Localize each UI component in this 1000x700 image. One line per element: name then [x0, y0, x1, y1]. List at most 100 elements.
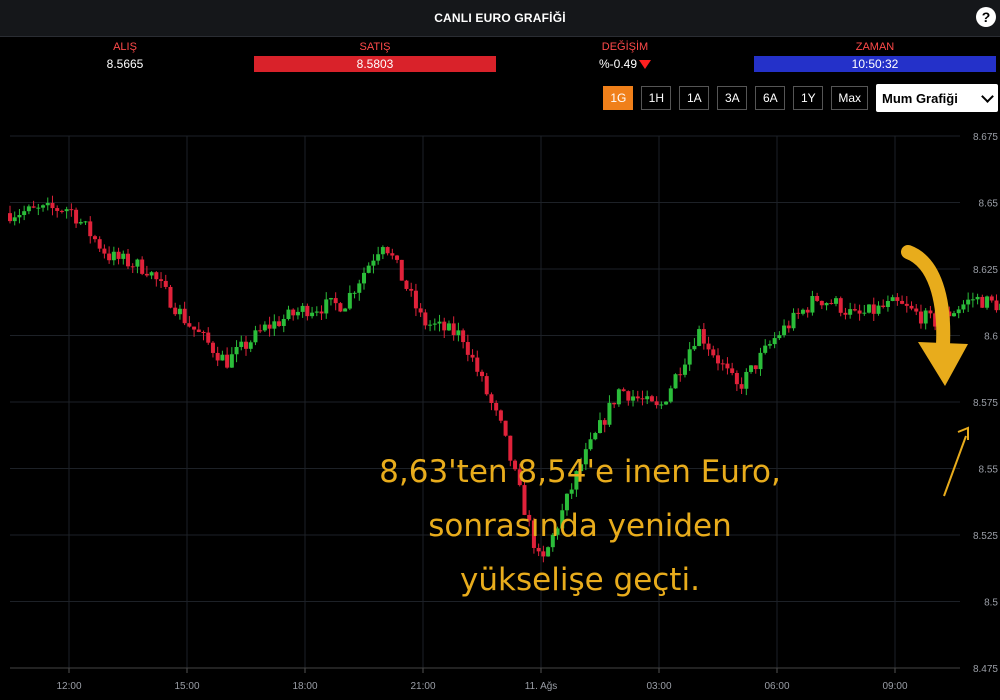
candle-body [720, 363, 725, 365]
candle-body [673, 374, 678, 389]
candle-body [74, 209, 79, 224]
candle-body [177, 308, 182, 315]
candle-body [390, 253, 395, 256]
candle-body [55, 208, 60, 211]
x-tick-label: 11. Ağs [525, 681, 558, 692]
chart-type-select[interactable]: Mum Grafiği [876, 84, 998, 112]
candle-body [933, 313, 938, 327]
candle-body [612, 402, 617, 405]
candle-body [664, 401, 669, 405]
chart-type-value: Mum Grafiği [882, 90, 958, 106]
ask-label: SATIŞ [359, 41, 391, 53]
ask-value: 8.5803 [254, 56, 496, 72]
range-button-1y[interactable]: 1Y [793, 86, 824, 110]
candle-body [418, 308, 423, 313]
candle-body [994, 300, 999, 311]
candle-body [376, 254, 381, 261]
candle-body [767, 344, 772, 346]
candle-body [88, 221, 93, 237]
candle-body [763, 345, 768, 353]
candle-body [645, 396, 650, 400]
candle-body [470, 354, 475, 358]
candle-body [985, 296, 990, 308]
candle-body [475, 357, 480, 372]
range-button-3a[interactable]: 3A [717, 86, 748, 110]
candle-body [201, 331, 206, 333]
candle-body [347, 292, 352, 309]
time-label: ZAMAN [855, 41, 895, 53]
candle-body [409, 288, 414, 291]
candle-body [258, 330, 263, 332]
candle-body [843, 312, 848, 315]
candle-body [262, 324, 267, 331]
candle-body [446, 323, 451, 331]
candle-body [310, 312, 315, 317]
candle-body [461, 330, 466, 343]
candle-body [852, 309, 857, 311]
candle-body [220, 354, 225, 361]
candle-body [602, 420, 607, 425]
bid-stat: ALIŞ 8.5665 [0, 37, 250, 75]
candle-body [26, 206, 31, 212]
candle-body [343, 308, 348, 312]
candle-body [782, 325, 787, 336]
range-button-6a[interactable]: 6A [755, 86, 786, 110]
range-button-1a[interactable]: 1A [679, 86, 710, 110]
candle-body [635, 396, 640, 399]
candle-body [966, 299, 971, 305]
candle-body [17, 215, 22, 218]
candle-body [569, 489, 574, 494]
candle-body [522, 485, 527, 515]
candle-body [31, 206, 36, 208]
candle-body [244, 341, 248, 349]
candle-body [786, 325, 791, 329]
up-arrow-shaft [943, 435, 967, 497]
annotation-line-2: sonrasında yeniden [428, 508, 732, 544]
bid-label: ALIŞ [113, 41, 137, 53]
candle-body [909, 305, 914, 309]
down-arrow-head [918, 342, 968, 386]
candle-body [465, 342, 470, 355]
candle-body [78, 222, 83, 224]
candle-body [45, 202, 50, 206]
candle-body [692, 345, 697, 350]
candle-body [725, 363, 730, 369]
candle-body [168, 286, 173, 308]
candle-body [210, 342, 215, 353]
x-tick-label: 18:00 [292, 681, 317, 692]
annotation-line-1: 8,63'ten 8,54'e inen Euro, [379, 454, 781, 490]
range-button-1g[interactable]: 1G [603, 86, 634, 110]
candle-body [555, 528, 560, 535]
change-value-wrap: %-0.49 [504, 56, 746, 72]
candle-body [187, 323, 192, 327]
candle-body [395, 255, 400, 260]
candle-body [149, 272, 154, 276]
candle-body [116, 251, 121, 259]
candle-body [649, 396, 654, 402]
help-button[interactable]: ? [976, 7, 996, 27]
candle-body [579, 464, 584, 472]
range-button-1h[interactable]: 1H [641, 86, 672, 110]
candle-body [286, 309, 291, 319]
candle-body [654, 401, 659, 406]
candle-body [862, 312, 867, 314]
candle-body [734, 373, 739, 385]
candle-body [716, 355, 720, 364]
candle-body [196, 329, 201, 332]
candle-body [173, 307, 178, 315]
x-tick-label: 06:00 [764, 681, 789, 692]
candle-body [12, 217, 17, 222]
candle-body [900, 300, 905, 304]
candle-body [546, 547, 551, 557]
candle-body [739, 384, 744, 389]
down-arrow-shaft [901, 245, 951, 352]
candle-body [385, 247, 390, 254]
range-button-max[interactable]: Max [831, 86, 868, 110]
candle-body [749, 365, 754, 372]
candle-body [328, 298, 333, 300]
candle-body [480, 371, 484, 377]
down-arrow-icon [639, 60, 652, 70]
candle-body [550, 534, 555, 548]
y-axis: 8.675 8.65 8.625 8.6 8.575 8.55 8.525 8.5 8.475 [973, 132, 998, 675]
y-tick-label: 8.525 [973, 531, 998, 542]
